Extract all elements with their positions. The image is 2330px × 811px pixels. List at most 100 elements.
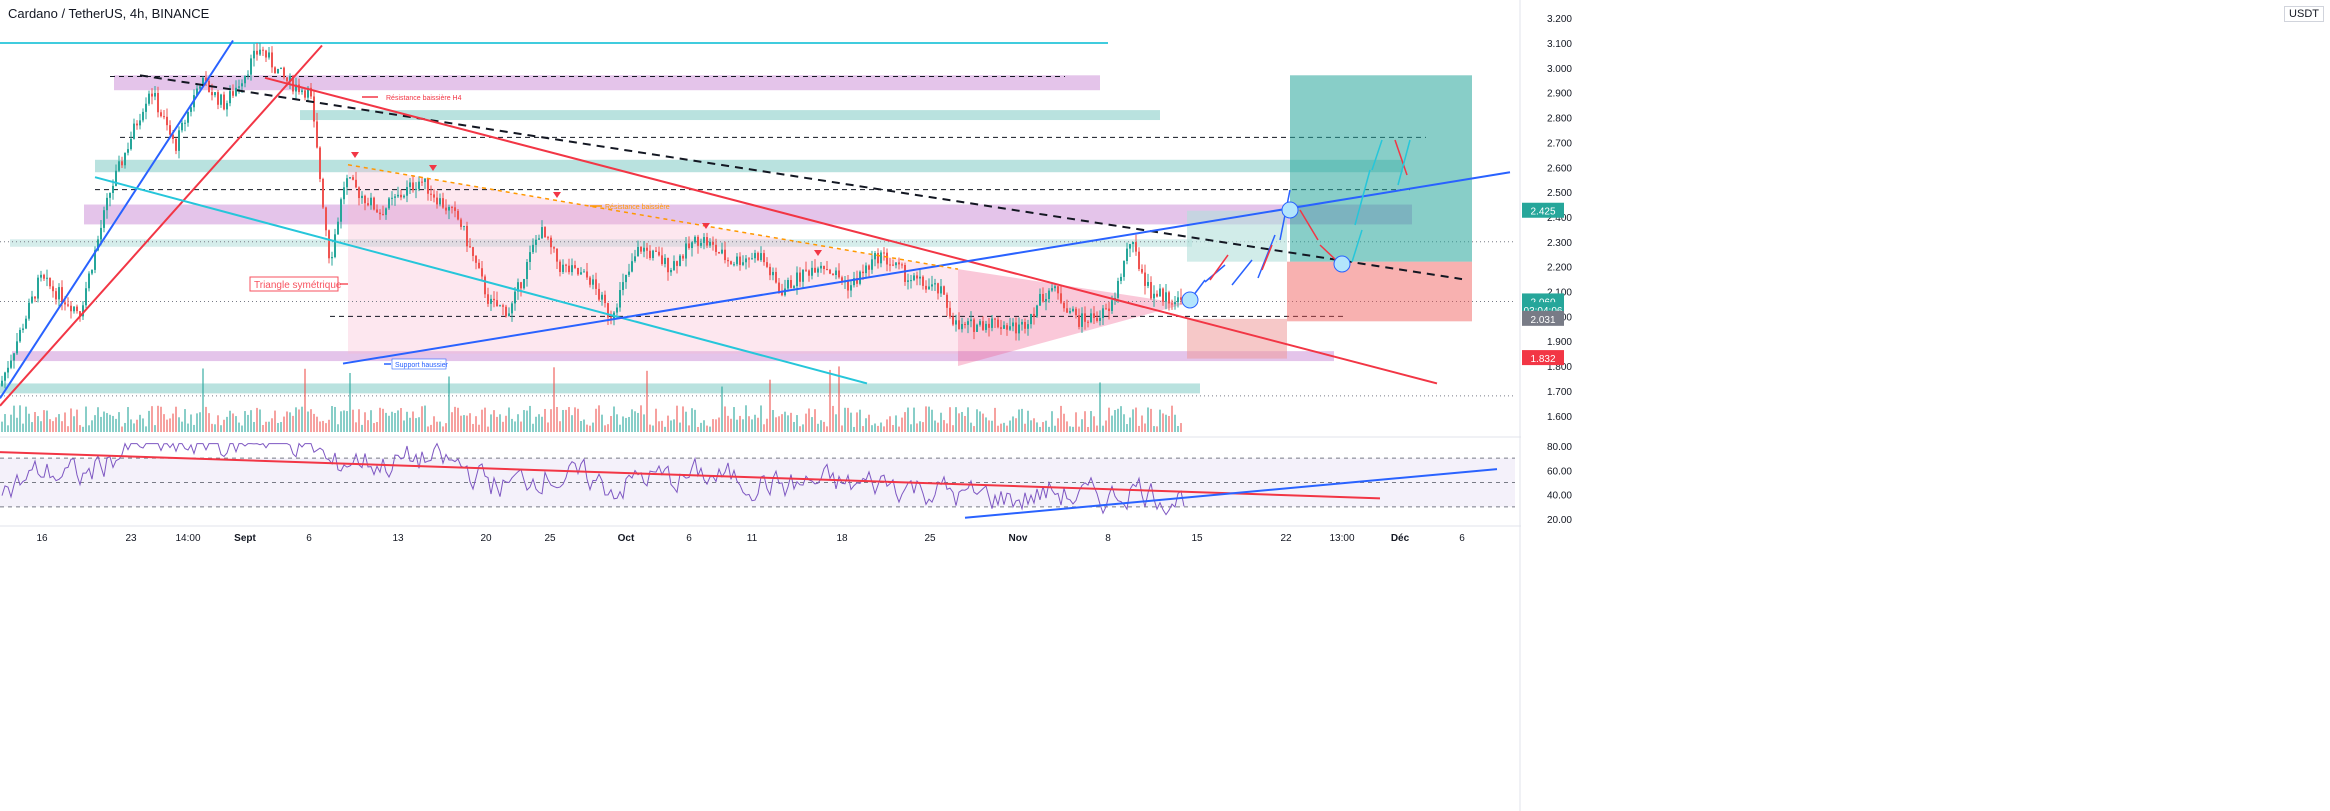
volume-bar bbox=[385, 412, 387, 432]
candle-body bbox=[634, 256, 636, 262]
candle-body bbox=[1093, 313, 1095, 318]
candle-body bbox=[31, 296, 33, 303]
volume-bar bbox=[151, 406, 153, 432]
candle-body bbox=[1051, 288, 1053, 291]
candle-body bbox=[409, 182, 411, 188]
volume-bar bbox=[514, 421, 516, 432]
time-tick-label: 22 bbox=[1280, 533, 1292, 544]
volume-bar bbox=[199, 412, 201, 432]
price-tick-label: 2.800 bbox=[1547, 114, 1572, 125]
volume-bar bbox=[340, 411, 342, 432]
candle-body bbox=[187, 111, 189, 123]
volume-bar bbox=[634, 411, 636, 432]
candle-body bbox=[454, 207, 456, 211]
volume-bar bbox=[679, 422, 681, 432]
volume-bar bbox=[415, 418, 417, 432]
volume-bar bbox=[703, 420, 705, 432]
candle-body bbox=[526, 261, 528, 280]
volume-bar bbox=[277, 422, 279, 432]
volume-bar bbox=[1081, 419, 1083, 432]
triangle-label-box bbox=[249, 276, 339, 292]
candle-body bbox=[958, 320, 960, 330]
volume-bar bbox=[1066, 421, 1068, 432]
volume-bar bbox=[373, 423, 375, 432]
volume-bar bbox=[178, 417, 180, 432]
volume-bar bbox=[55, 417, 57, 432]
candle-body bbox=[535, 239, 537, 245]
volume-bar bbox=[313, 413, 315, 432]
volume-bar bbox=[880, 422, 882, 432]
candle-body bbox=[1141, 269, 1143, 273]
volume-bar bbox=[124, 422, 126, 432]
candle-body bbox=[403, 195, 405, 198]
volume-bar bbox=[1075, 412, 1077, 432]
volume-bar bbox=[460, 415, 462, 432]
candle-body bbox=[214, 92, 216, 96]
volume-bar bbox=[994, 407, 996, 432]
candle-body bbox=[124, 152, 126, 166]
candle-body bbox=[328, 230, 330, 259]
candle-body bbox=[64, 302, 66, 305]
projection-arrow bbox=[1261, 244, 1273, 271]
price-tick-label: 1.800 bbox=[1547, 362, 1572, 373]
volume-bar bbox=[70, 408, 72, 432]
volume-bar bbox=[772, 410, 774, 432]
candle-body bbox=[748, 258, 750, 260]
candle-body bbox=[1069, 311, 1071, 313]
volume-bar bbox=[1129, 417, 1131, 432]
candle-body bbox=[769, 266, 771, 276]
candle-body bbox=[799, 272, 801, 282]
candle-body bbox=[1048, 290, 1050, 299]
volume-bar bbox=[187, 423, 189, 432]
volume-bar bbox=[556, 406, 558, 432]
volume-bar bbox=[463, 415, 465, 432]
candle-body bbox=[292, 76, 294, 92]
projection-arrow bbox=[1371, 139, 1383, 171]
volume-bar bbox=[298, 409, 300, 432]
cyan-trend-line bbox=[94, 176, 868, 385]
candle-body bbox=[1033, 313, 1035, 317]
volume-bar bbox=[604, 425, 606, 432]
volume-bar bbox=[766, 418, 768, 432]
candle-body bbox=[226, 103, 228, 110]
volume-bar bbox=[4, 414, 6, 432]
price-tick-label: 2.700 bbox=[1547, 138, 1572, 149]
rsi-line bbox=[1, 442, 1185, 516]
candle-body bbox=[430, 193, 432, 195]
volume-bar bbox=[682, 406, 684, 432]
candle-body bbox=[415, 188, 417, 191]
candle-body bbox=[202, 77, 204, 87]
volume-bar bbox=[1159, 409, 1161, 432]
candle-body bbox=[148, 93, 150, 104]
candle-body bbox=[589, 277, 591, 285]
volume-bar bbox=[166, 419, 168, 432]
volume-bar bbox=[721, 386, 723, 432]
currency-label[interactable]: USDT bbox=[2284, 6, 2324, 22]
projection-arrow bbox=[1397, 139, 1411, 186]
volume-bar bbox=[694, 409, 696, 432]
volume-bar bbox=[1078, 426, 1080, 432]
candle-body bbox=[676, 261, 678, 266]
volume-bar bbox=[847, 407, 849, 432]
candle-body bbox=[238, 86, 240, 88]
candle-body bbox=[106, 197, 108, 211]
projection-arrow bbox=[1209, 254, 1229, 281]
volume-bar bbox=[397, 410, 399, 432]
time-tick-label: 6 bbox=[686, 533, 692, 544]
volume-bar bbox=[973, 426, 975, 432]
uptrend-line-blue bbox=[0, 39, 234, 399]
price-axis-background bbox=[1521, 0, 2330, 811]
volume-bar bbox=[163, 414, 165, 432]
candle-body bbox=[1105, 308, 1107, 310]
risk-box bbox=[1187, 318, 1287, 359]
candle-body bbox=[880, 252, 882, 264]
volume-bar bbox=[268, 421, 270, 432]
volume-bar bbox=[1177, 425, 1179, 432]
candle-body bbox=[670, 269, 672, 273]
volume-bar bbox=[43, 410, 45, 432]
volume-bar bbox=[529, 405, 531, 432]
candle-body bbox=[862, 271, 864, 274]
candle-body bbox=[367, 203, 369, 206]
